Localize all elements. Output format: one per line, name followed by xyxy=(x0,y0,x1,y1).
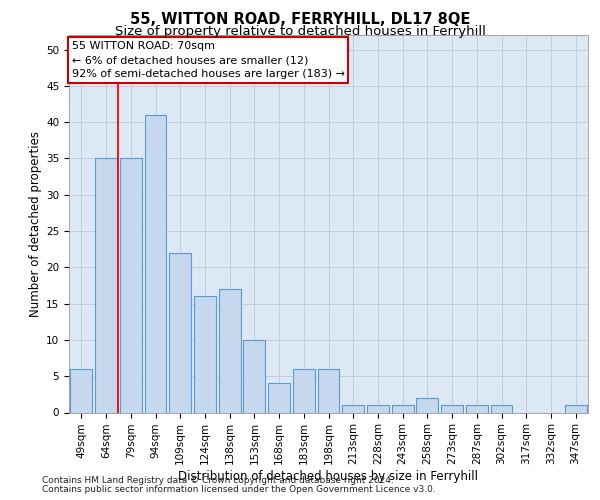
Bar xyxy=(367,405,389,412)
Bar xyxy=(169,253,191,412)
Bar xyxy=(491,405,512,412)
Bar xyxy=(145,115,166,412)
Bar xyxy=(95,158,117,412)
Bar xyxy=(317,369,340,412)
Bar xyxy=(466,405,488,412)
Bar xyxy=(441,405,463,412)
Bar xyxy=(565,405,587,412)
Text: Size of property relative to detached houses in Ferryhill: Size of property relative to detached ho… xyxy=(115,25,485,38)
Bar xyxy=(194,296,216,412)
X-axis label: Distribution of detached houses by size in Ferryhill: Distribution of detached houses by size … xyxy=(179,470,479,483)
Bar xyxy=(343,405,364,412)
Text: 55 WITTON ROAD: 70sqm
← 6% of detached houses are smaller (12)
92% of semi-detac: 55 WITTON ROAD: 70sqm ← 6% of detached h… xyxy=(71,40,344,80)
Bar xyxy=(392,405,413,412)
Bar xyxy=(416,398,438,412)
Bar xyxy=(120,158,142,412)
Bar xyxy=(219,289,241,412)
Bar xyxy=(244,340,265,412)
Bar xyxy=(70,369,92,412)
Text: Contains HM Land Registry data © Crown copyright and database right 2024.: Contains HM Land Registry data © Crown c… xyxy=(42,476,394,485)
Bar xyxy=(268,384,290,412)
Bar xyxy=(293,369,314,412)
Text: 55, WITTON ROAD, FERRYHILL, DL17 8QE: 55, WITTON ROAD, FERRYHILL, DL17 8QE xyxy=(130,12,470,28)
Y-axis label: Number of detached properties: Number of detached properties xyxy=(29,130,42,317)
Text: Contains public sector information licensed under the Open Government Licence v3: Contains public sector information licen… xyxy=(42,484,436,494)
